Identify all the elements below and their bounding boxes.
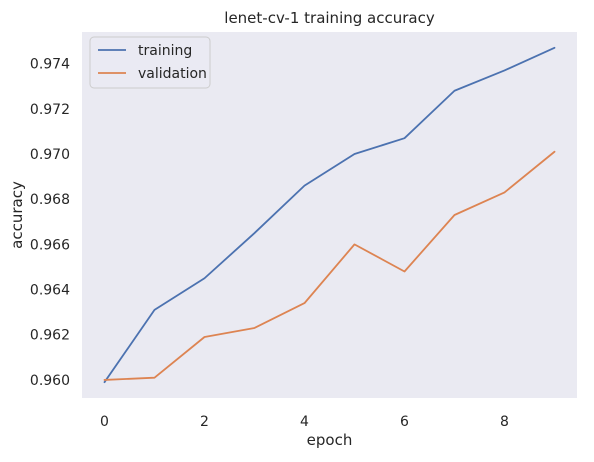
x-tick-label: 6 [400, 414, 409, 430]
y-tick-label: 0.964 [30, 283, 70, 299]
y-tick-label: 0.960 [30, 373, 70, 389]
y-axis-label: accuracy [8, 181, 26, 249]
x-axis-ticks: 0 2 4 6 8 [100, 414, 509, 430]
plot-area [82, 32, 577, 398]
x-tick-label: 8 [500, 414, 509, 430]
chart-title: lenet-cv-1 training accuracy [224, 9, 435, 27]
y-tick-label: 0.968 [30, 192, 70, 208]
series-lines [103, 46, 556, 384]
legend: training validation [89, 36, 211, 89]
x-tick-label: 2 [200, 414, 209, 430]
legend-label-training: training [138, 43, 192, 59]
x-tick-label: 4 [300, 414, 309, 430]
x-axis-label: epoch [307, 431, 353, 449]
series-line-training [103, 46, 556, 384]
y-tick-label: 0.966 [30, 237, 70, 253]
y-tick-label: 0.974 [30, 57, 70, 73]
y-tick-label: 0.962 [30, 328, 70, 344]
y-tick-label: 0.972 [30, 102, 70, 118]
y-axis-ticks: 0.960 0.962 0.964 0.966 0.968 0.970 0.972 0.974 [30, 57, 70, 389]
legend-label-validation: validation [138, 66, 207, 82]
series-line-validation [103, 150, 556, 381]
x-tick-label: 0 [100, 414, 109, 430]
y-tick-label: 0.970 [30, 147, 70, 163]
